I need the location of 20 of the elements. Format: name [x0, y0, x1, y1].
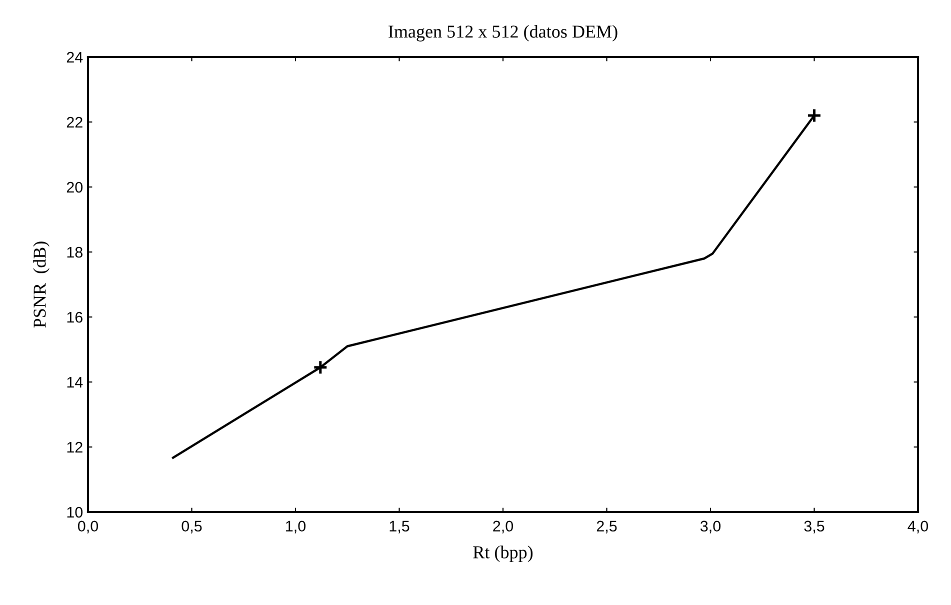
y-tick-label: 14	[67, 377, 83, 388]
x-tick-label: 0,5	[182, 520, 202, 534]
x-tick-label: 2,0	[493, 520, 514, 534]
y-tick-label: 10	[67, 506, 83, 518]
x-tick-label: 4,0	[908, 520, 928, 534]
y-tick-label: 18	[67, 246, 82, 258]
y-tick-label: 22	[66, 116, 82, 128]
y-tick-label: 16	[67, 312, 82, 323]
x-tick-label: 0,0	[78, 520, 98, 534]
chart-title: Imagen 512 x 512 (datos DEM)	[388, 25, 618, 42]
y-tick-label: 24	[66, 52, 83, 63]
x-axis-title: Rt (bpp)	[473, 546, 533, 562]
x-tick-label: 3,5	[804, 520, 824, 534]
x-tick-label: 3,0	[700, 520, 721, 534]
x-tick-label: 1,5	[390, 520, 410, 534]
x-tick-label: 1,0	[286, 520, 306, 534]
y-axis-title: PSNR (dB)	[33, 242, 50, 328]
x-tick-label: 2,5	[596, 520, 617, 534]
y-tick-label: 12	[67, 442, 82, 453]
y-tick-label: 20	[66, 182, 83, 193]
